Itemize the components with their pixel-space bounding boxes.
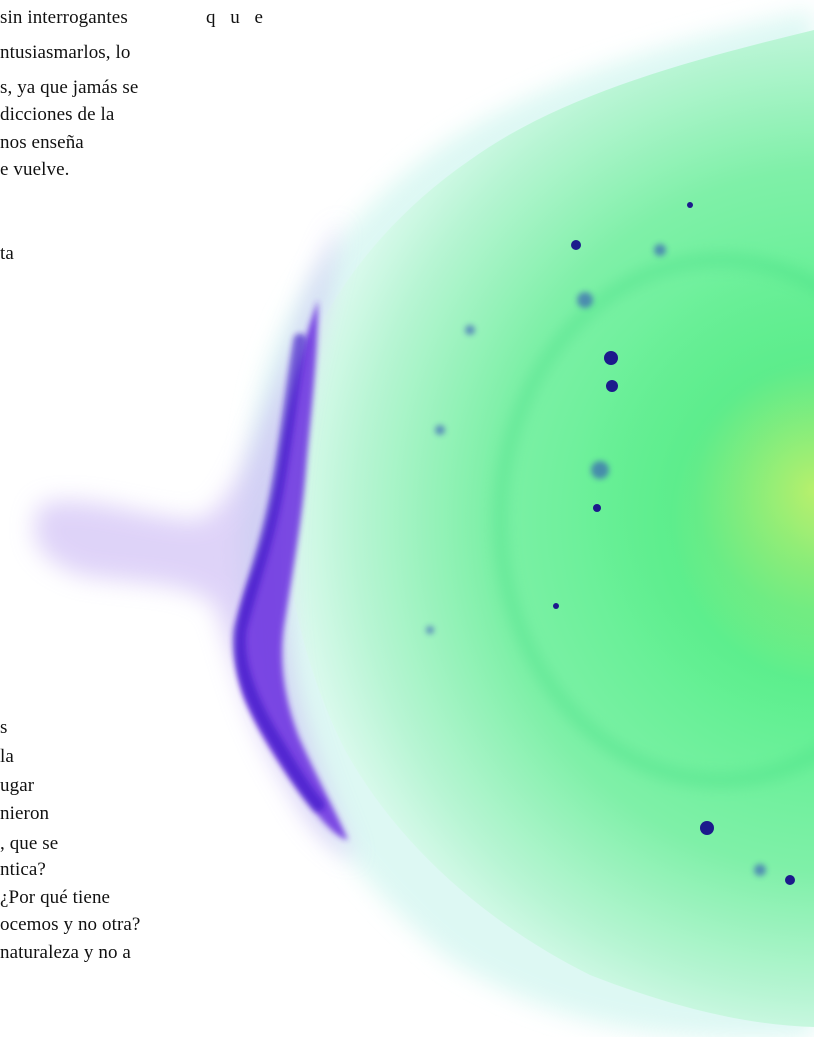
text-line: ¿Por qué tiene <box>0 887 111 908</box>
text-line: dicciones de la <box>0 104 115 125</box>
text-line: nieron <box>0 803 50 824</box>
text-line: ocemos y no otra? <box>0 914 141 935</box>
text-line: ntusiasmarlos, lo <box>0 42 131 63</box>
text-line: s, ya que jamás se <box>0 77 139 98</box>
text-line: nos enseña <box>0 132 84 153</box>
text-line: sin interrogantes <box>0 7 128 28</box>
text-line: ugar <box>0 775 35 796</box>
text-line: ntica? <box>0 859 46 880</box>
dark-knots <box>553 202 795 885</box>
text-line: s <box>0 717 8 738</box>
header-fragment: q u e <box>206 7 268 28</box>
text-line: e vuelve. <box>0 159 70 180</box>
text-line: , que se <box>0 833 59 854</box>
text-line: naturaleza y no a <box>0 942 131 963</box>
text-line: ta <box>0 243 14 264</box>
text-line: la <box>0 746 14 767</box>
